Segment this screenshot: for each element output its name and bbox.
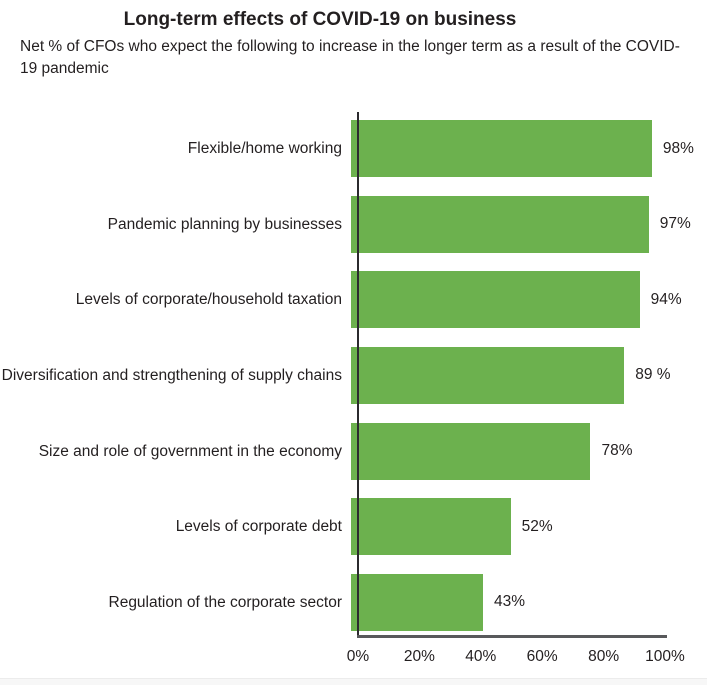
x-tick-label: 0% xyxy=(346,648,370,665)
value-label: 94% xyxy=(650,290,682,308)
value-label: 97% xyxy=(659,215,691,233)
value-label: 89 % xyxy=(635,366,671,384)
bar xyxy=(351,346,625,404)
bar-track: 98% xyxy=(351,120,694,177)
x-tick-label: 80% xyxy=(588,648,620,665)
chart-subtitle: Net % of CFOs who expect the following t… xyxy=(20,38,680,77)
category-label: Pandemic planning by businesses xyxy=(107,215,342,233)
bar-row: Pandemic planning by businesses 97% xyxy=(0,195,707,253)
value-label: 78% xyxy=(601,442,633,460)
bar-row: Diversification and strengthening of sup… xyxy=(0,346,707,404)
category-label: Diversification and strengthening of sup… xyxy=(1,366,342,384)
x-tick-label: 60% xyxy=(526,648,558,665)
category-label: Levels of corporate debt xyxy=(175,518,342,536)
x-tick-label: 100% xyxy=(645,648,685,665)
x-tick-label: 20% xyxy=(403,648,435,665)
bar-track: 97% xyxy=(351,195,691,253)
bar-row: Levels of corporate debt 52% xyxy=(0,498,707,556)
bar-track: 78% xyxy=(351,422,658,480)
bar-rows: Flexible/home working 98% Pandemic plannin… xyxy=(0,120,707,631)
value-label: 52% xyxy=(521,517,553,535)
category-label: Levels of corporate/household taxation xyxy=(75,291,342,309)
bottom-strip xyxy=(0,678,707,685)
bar-row: Flexible/home working 98% xyxy=(0,120,707,177)
category-label: Regulation of the corporate sector xyxy=(108,593,343,611)
bar-track: 94% xyxy=(351,271,682,329)
bar xyxy=(351,422,591,480)
value-label: 98% xyxy=(662,139,694,157)
bar xyxy=(351,498,511,556)
y-axis-line xyxy=(357,112,359,637)
bar-track: 43% xyxy=(351,573,658,631)
chart-title: Long-term effects of COVID-19 on busines… xyxy=(123,9,517,30)
bar xyxy=(351,195,649,253)
bar xyxy=(351,573,483,631)
bar-track: 89 % xyxy=(351,346,671,404)
bar-row: Regulation of the corporate sector 43% xyxy=(0,573,707,631)
category-label: Size and role of government in the econo… xyxy=(38,442,342,460)
bar xyxy=(351,271,640,329)
bar xyxy=(351,120,652,177)
category-label: Flexible/home working xyxy=(187,140,342,157)
x-axis-line xyxy=(357,635,667,638)
bar-row: Levels of corporate/household taxation 94… xyxy=(0,271,707,329)
value-label: 43% xyxy=(494,593,526,611)
bar-row: Size and role of government in the econo… xyxy=(0,422,707,480)
bar-track: 52% xyxy=(351,498,658,556)
x-tick-label: 40% xyxy=(465,648,497,665)
